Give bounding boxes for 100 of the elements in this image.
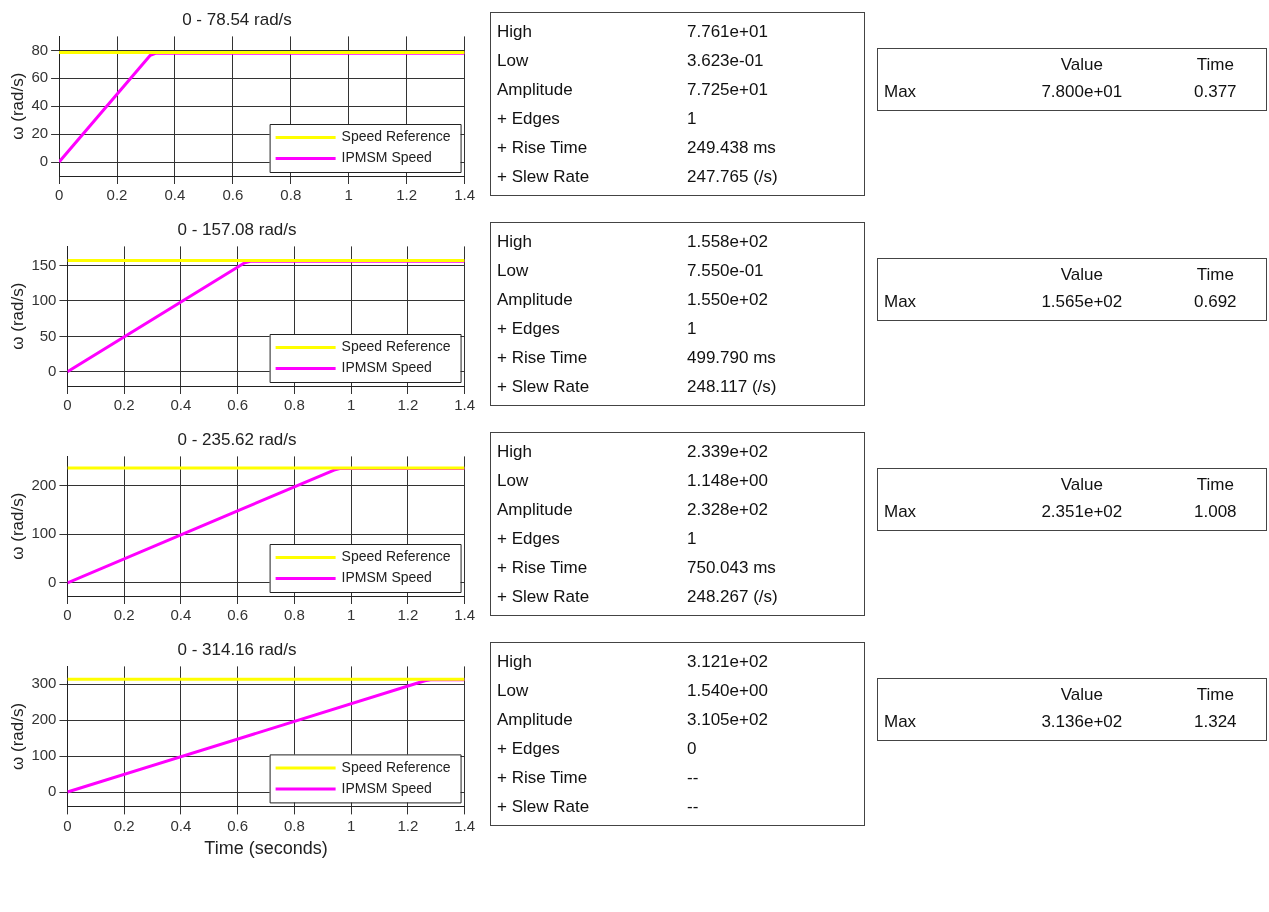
- legend-label: Speed Reference: [341, 758, 451, 775]
- x-tick-label: 0.4: [170, 606, 192, 624]
- x-tick-label: 0.2: [113, 396, 135, 414]
- text: 2.328e+02: [687, 499, 768, 519]
- chart-title: 0 - 78.54 rad/s: [182, 9, 292, 29]
- category-label: Low: [497, 260, 529, 280]
- text: 1: [687, 318, 697, 338]
- text: 0: [687, 738, 697, 758]
- y-tick-label: 80: [31, 40, 49, 58]
- legend-label: Speed Reference: [341, 548, 451, 565]
- text: 1.565e+02: [1041, 291, 1123, 311]
- category-label: Low: [497, 680, 529, 700]
- legend-label: IPMSM Speed: [341, 779, 432, 796]
- x-tick-label: 0: [63, 606, 72, 624]
- x-tick-label: 1.2: [397, 816, 419, 834]
- x-tick-label: 1.2: [397, 606, 419, 624]
- text: 7.725e+01: [687, 79, 768, 99]
- category-label: Time: [1195, 54, 1235, 76]
- category-label: Amplitude: [497, 499, 573, 519]
- chart-title: 0 - 314.16 rad/s: [177, 639, 297, 659]
- legend-label: Speed Reference: [341, 338, 451, 355]
- y-tick-label: 150: [31, 255, 57, 273]
- x-tick-label: 1.4: [454, 816, 475, 834]
- text: 7.800e+01: [1041, 81, 1123, 101]
- x-tick-label: 0.2: [113, 606, 135, 624]
- y-tick-label: 40: [31, 96, 49, 114]
- text: 248.267 (/s): [687, 586, 778, 606]
- text: 1.324: [1194, 711, 1237, 731]
- text: 0.692: [1194, 291, 1237, 311]
- text: 1: [687, 528, 697, 548]
- y-tick-label: 50: [39, 326, 57, 344]
- x-tick-label: 0: [63, 816, 72, 834]
- y-tick-label: 100: [31, 291, 57, 309]
- category-label: + Rise Time: [497, 137, 588, 157]
- legend-label: IPMSM Speed: [341, 359, 432, 376]
- category-label: Max: [884, 711, 917, 731]
- text: 3.105e+02: [687, 709, 768, 729]
- text: 3.136e+02: [1041, 711, 1123, 731]
- category-label: + Slew Rate: [497, 166, 590, 186]
- x-tick-label: 0.4: [164, 186, 186, 204]
- category-label: High: [497, 441, 532, 461]
- x-tick-label: 0.8: [280, 186, 302, 204]
- x-axis-title: Time (seconds): [204, 838, 328, 859]
- y-tick-label: 200: [31, 475, 57, 493]
- text: 2.351e+02: [1041, 501, 1123, 521]
- category-label: + Slew Rate: [497, 586, 590, 606]
- y-tick-label: 200: [31, 710, 57, 728]
- category-label: Time: [1195, 684, 1235, 706]
- category-label: Value: [1059, 684, 1104, 706]
- y-tick-label: 100: [31, 746, 57, 764]
- text: 1: [687, 108, 697, 128]
- category-label: High: [497, 21, 532, 41]
- x-tick-label: 0.6: [227, 816, 249, 834]
- x-tick-label: 0.4: [170, 396, 192, 414]
- legend-label: Speed Reference: [341, 128, 451, 145]
- x-tick-label: 1.4: [454, 186, 475, 204]
- category-label: + Rise Time: [497, 347, 588, 367]
- y-tick-label: 60: [31, 68, 49, 86]
- x-tick-label: 0.8: [283, 396, 305, 414]
- x-tick-label: 0.2: [106, 186, 128, 204]
- x-tick-label: 1: [346, 816, 356, 834]
- category-label: Value: [1059, 264, 1104, 286]
- x-tick-label: 1: [346, 606, 356, 624]
- text: 3.623e-01: [687, 50, 764, 70]
- text: 499.790 ms: [687, 347, 776, 367]
- category-label: Time: [1195, 264, 1235, 286]
- text: 1.148e+00: [687, 470, 768, 490]
- chart-title: 0 - 235.62 rad/s: [177, 429, 297, 449]
- category-label: Max: [884, 291, 917, 311]
- y-axis-title: ω (rad/s): [7, 702, 27, 770]
- category-label: Max: [884, 501, 917, 521]
- legend-label: IPMSM Speed: [341, 569, 432, 586]
- x-tick-label: 0.4: [170, 816, 192, 834]
- x-tick-label: 1: [346, 396, 356, 414]
- text: 3.121e+02: [687, 651, 768, 671]
- x-tick-label: 0.8: [283, 606, 305, 624]
- x-tick-label: 1.4: [454, 396, 475, 414]
- x-tick-label: 1.2: [396, 186, 418, 204]
- text: 1.558e+02: [687, 231, 768, 251]
- y-axis-title: ω (rad/s): [7, 72, 27, 140]
- category-label: High: [497, 651, 532, 671]
- category-label: Max: [884, 81, 917, 101]
- category-label: Value: [1059, 474, 1104, 496]
- y-tick-label: 0: [48, 361, 57, 379]
- text: 247.765 (/s): [687, 166, 778, 186]
- x-tick-label: 1.2: [397, 396, 419, 414]
- text: 1.008: [1194, 501, 1237, 521]
- category-label: Amplitude: [497, 79, 573, 99]
- y-tick-label: 0: [39, 152, 49, 170]
- category-label: High: [497, 231, 532, 251]
- text: --: [687, 796, 699, 816]
- x-tick-label: 0: [63, 396, 72, 414]
- text: 750.043 ms: [687, 557, 776, 577]
- text: --: [687, 767, 699, 787]
- y-tick-label: 0: [48, 573, 57, 591]
- category-label: + Rise Time: [497, 767, 588, 787]
- y-tick-label: 100: [31, 524, 57, 542]
- category-label: + Edges: [497, 738, 560, 758]
- x-tick-label: 0.6: [222, 186, 244, 204]
- y-tick-label: 300: [31, 674, 57, 692]
